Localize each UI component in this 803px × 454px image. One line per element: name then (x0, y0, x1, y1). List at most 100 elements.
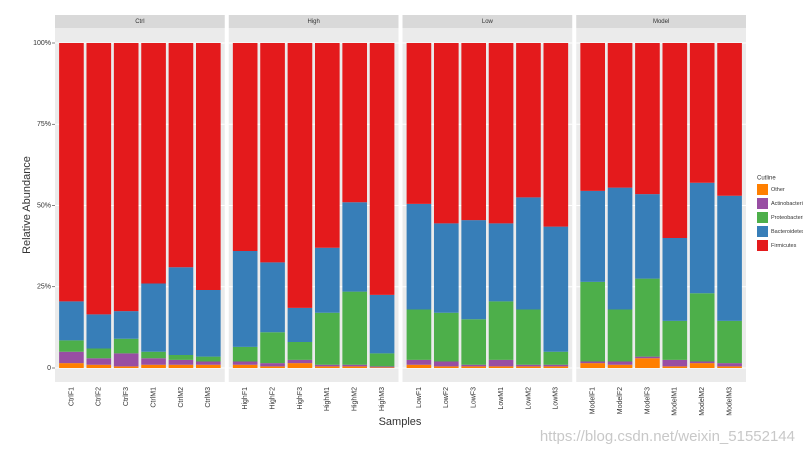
bar-segment (314, 312, 340, 365)
bar-segment (717, 43, 742, 196)
bar-segment (168, 43, 194, 268)
strip (228, 15, 399, 28)
bar-segment (461, 319, 487, 365)
bar-segment (287, 359, 313, 364)
bar-segment (543, 351, 569, 365)
x-tick-label: CtrlF1 (68, 387, 75, 406)
bar-segment (59, 351, 84, 364)
bar-segment (717, 320, 742, 364)
bar-segment (433, 223, 459, 313)
y-tick-label: 75% (37, 121, 51, 128)
legend-title: Cutline (757, 176, 776, 182)
bar-segment (406, 359, 432, 365)
bar-segment (287, 43, 313, 308)
x-tick-label: HighM3 (379, 387, 386, 411)
bar-segment (635, 358, 660, 368)
bar-segment (433, 366, 459, 368)
strip (55, 15, 225, 28)
bar-segment (59, 43, 84, 302)
bar-segment (516, 43, 541, 198)
bar-segment (260, 332, 285, 364)
bar-segment (662, 359, 688, 367)
bar-segment (168, 359, 194, 365)
x-tick-label: CtrlF3 (123, 387, 130, 406)
bar-segment (516, 366, 541, 368)
bar-segment (314, 43, 340, 248)
bar-segment (717, 195, 742, 321)
bar-segment (662, 43, 688, 238)
x-tick-label: LowF1 (416, 387, 423, 408)
bar-segment (580, 361, 605, 364)
bar-segment (287, 307, 313, 342)
bar-segment (689, 293, 715, 362)
bar-segment (196, 290, 221, 357)
bar-segment (461, 43, 487, 221)
bar-segment (168, 355, 194, 360)
bar-segment (543, 364, 569, 367)
bar-segment (369, 366, 395, 368)
y-tick-label: 0 (47, 365, 51, 372)
bar-segment (607, 361, 633, 365)
bar-segment (461, 364, 487, 367)
bar-segment (342, 43, 368, 203)
bar-segment (635, 356, 660, 359)
watermark: https://blog.csdn.net/weixin_51552144 (540, 428, 795, 445)
bar-segment (662, 320, 688, 360)
bar-segment (662, 238, 688, 321)
bar-segment (580, 190, 605, 282)
bar-segment (516, 197, 541, 310)
x-tick-label: HighM2 (352, 387, 359, 411)
legend-label: Firmicutes (771, 243, 797, 249)
y-tick-label: 50% (37, 202, 51, 209)
bar-segment (141, 351, 166, 359)
bar-segment (488, 359, 514, 367)
bar-segment (516, 309, 541, 365)
bar-segment (113, 353, 139, 367)
bar-segment (369, 353, 395, 367)
bar-segment (141, 364, 166, 368)
bar-segment (232, 251, 258, 347)
bar-segment (461, 220, 487, 320)
bar-segment (342, 366, 368, 368)
bar-segment (516, 364, 541, 367)
legend-swatch (757, 226, 768, 237)
legend-label: Proteobacteria (771, 215, 803, 221)
bar-segment (717, 363, 742, 367)
bar-segment (369, 294, 395, 354)
legend-swatch (757, 240, 768, 251)
bar-segment (86, 43, 112, 315)
x-tick-label: HighF1 (242, 387, 249, 410)
x-tick-label: LowM3 (553, 387, 560, 410)
facet-title: Model (653, 19, 669, 25)
bar-segment (196, 364, 221, 368)
bar-segment (196, 43, 221, 290)
legend-label: Actinobacteria (771, 201, 803, 207)
bar-segment (662, 366, 688, 368)
bar-segment (689, 43, 715, 183)
bar-segment (59, 340, 84, 352)
bar-segment (287, 342, 313, 360)
bar-segment (196, 361, 221, 365)
x-tick-label: HighM1 (324, 387, 331, 411)
bar-segment (86, 358, 112, 365)
bar-segment (689, 363, 715, 368)
bar-segment (232, 364, 258, 368)
x-tick-label: LowF3 (471, 387, 478, 408)
bar-segment (635, 278, 660, 357)
bar-segment (314, 364, 340, 367)
bar-segment (314, 366, 340, 368)
bar-segment (488, 301, 514, 360)
bar-segment (260, 262, 285, 333)
bar-segment (86, 314, 112, 349)
bar-segment (342, 202, 368, 292)
bar-segment (607, 187, 633, 310)
strip (402, 15, 573, 28)
bar-segment (260, 43, 285, 263)
x-tick-label: CtrlM1 (150, 387, 157, 408)
bar-segment (543, 366, 569, 368)
bar-segment (232, 346, 258, 362)
bar-segment (113, 366, 139, 368)
x-axis-title: Samples (379, 416, 422, 428)
bar-segment (607, 364, 633, 368)
bar-segment (543, 43, 569, 227)
